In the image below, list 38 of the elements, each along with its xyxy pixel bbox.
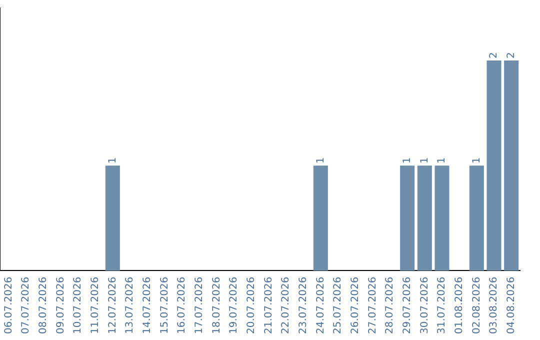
- x-tick-label: 26.07.2026: [350, 276, 361, 334]
- x-tick-label: 28.07.2026: [384, 276, 396, 334]
- x-tick-label: 18.07.2026: [211, 276, 222, 334]
- data-label: 1: [436, 157, 448, 164]
- x-tick-label: 06.07.2026: [3, 276, 14, 334]
- data-label: 1: [419, 157, 430, 164]
- x-tick-label: 19.07.2026: [228, 276, 240, 334]
- data-label: 2: [488, 52, 500, 59]
- data-label: 1: [402, 157, 413, 164]
- x-tick-label: 30.07.2026: [419, 276, 430, 334]
- x-tick-label: 31.07.2026: [436, 276, 448, 334]
- x-tick-label: 16.07.2026: [176, 276, 188, 334]
- data-label: 1: [107, 157, 118, 164]
- x-tick-label: 10.07.2026: [72, 276, 84, 334]
- x-tick-label: 08.07.2026: [38, 276, 49, 334]
- x-tick-label: 11.07.2026: [90, 276, 101, 334]
- x-tick-label: 02.08.2026: [471, 276, 482, 334]
- x-tick-label: 27.07.2026: [367, 276, 378, 334]
- x-tick-label: 09.07.2026: [55, 276, 66, 334]
- x-tick-label: 23.07.2026: [298, 276, 309, 334]
- x-tick-label: 21.07.2026: [263, 276, 274, 334]
- x-tick-label: 29.07.2026: [402, 276, 413, 334]
- data-label: 2: [506, 52, 517, 59]
- data-label: 1: [315, 157, 326, 164]
- x-tick-label: 01.08.2026: [454, 276, 465, 334]
- data-label: 1: [471, 157, 482, 164]
- x-tick-label: 25.07.2026: [332, 276, 344, 334]
- x-tick-label: 07.07.2026: [20, 276, 32, 334]
- x-tick-label: 20.07.2026: [246, 276, 257, 334]
- x-tick-label: 22.07.2026: [280, 276, 292, 334]
- x-tick-label: 12.07.2026: [107, 276, 118, 334]
- x-tick-label: 03.08.2026: [488, 276, 500, 334]
- x-tick-label: 24.07.2026: [315, 276, 326, 334]
- x-tick-label: 13.07.2026: [124, 276, 136, 334]
- x-tick-label: 14.07.2026: [142, 276, 153, 334]
- x-tick-label: 15.07.2026: [159, 276, 170, 334]
- x-tick-label: 04.08.2026: [506, 276, 517, 334]
- x-tick-label: 17.07.2026: [194, 276, 205, 334]
